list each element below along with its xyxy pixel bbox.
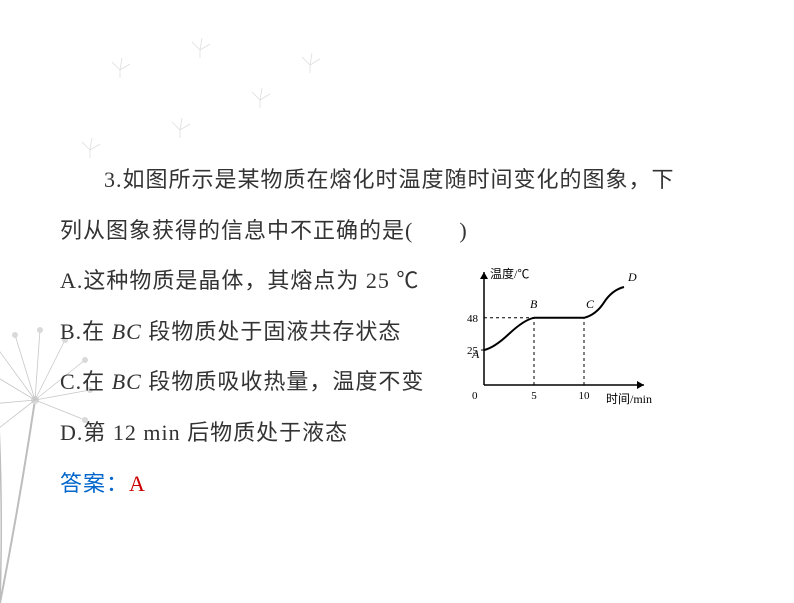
answer-value: A: [129, 471, 146, 496]
svg-text:B: B: [530, 297, 538, 311]
option-c-prefix: C.在: [60, 369, 112, 394]
svg-text:48: 48: [467, 313, 479, 325]
svg-text:10: 10: [579, 390, 591, 402]
option-d: D.第 12 min 后物质处于液态: [60, 408, 740, 459]
option-c-suffix: 段物质吸收热量，温度不变: [142, 369, 425, 394]
option-b-prefix: B.在: [60, 319, 112, 344]
question-stem-2: 列从图象获得的信息中不正确的是( ): [60, 206, 740, 257]
option-b-italic: BC: [112, 319, 142, 344]
svg-text:温度/℃: 温度/℃: [490, 266, 529, 281]
answer-line: 答案：A: [60, 459, 740, 510]
question-stem-1: 3.如图所示是某物质在熔化时温度随时间变化的图象，下: [60, 155, 740, 206]
svg-text:时间/min: 时间/min: [606, 392, 652, 406]
answer-label: 答案：: [60, 471, 129, 496]
option-b-suffix: 段物质处于固液共存状态: [142, 319, 402, 344]
svg-text:0: 0: [472, 390, 478, 402]
svg-text:A: A: [471, 347, 480, 361]
svg-text:5: 5: [531, 390, 537, 402]
option-c-italic: BC: [112, 369, 142, 394]
melting-chart: 温度/℃时间/min02548510ABCD: [444, 260, 664, 410]
svg-text:C: C: [586, 297, 595, 311]
svg-text:D: D: [627, 270, 637, 284]
